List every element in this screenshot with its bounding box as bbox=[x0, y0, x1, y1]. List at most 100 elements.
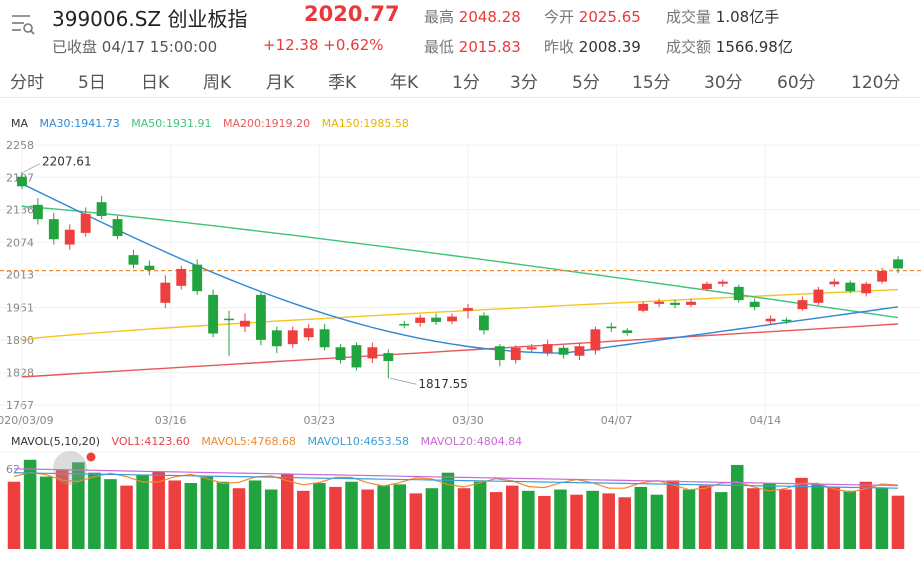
volume-bar bbox=[682, 489, 696, 549]
volume-bar bbox=[361, 489, 374, 549]
candle-body bbox=[447, 316, 457, 322]
candle-body bbox=[431, 317, 442, 322]
volume-bar bbox=[120, 485, 133, 549]
volume-bar bbox=[393, 484, 407, 549]
stat-open-value: 2025.65 bbox=[578, 8, 641, 26]
tab-5min[interactable]: 5分 bbox=[572, 73, 600, 93]
tab-intraday[interactable]: 分时 bbox=[10, 73, 44, 93]
candle-body bbox=[32, 204, 43, 220]
tab-weekly-k[interactable]: 周K bbox=[203, 73, 232, 93]
y-tick-label: 1767 bbox=[6, 399, 34, 412]
annotation-leader bbox=[390, 377, 417, 385]
candle-body bbox=[765, 318, 776, 322]
volume-bar bbox=[345, 481, 358, 549]
volume-bar bbox=[827, 486, 840, 549]
annotation-leader bbox=[23, 163, 41, 173]
stat-open-label: 今开 bbox=[544, 8, 575, 26]
crosshair-dot bbox=[86, 452, 96, 462]
stat-high: 最高 2048.28 bbox=[424, 6, 521, 27]
tab-30min[interactable]: 30分 bbox=[704, 73, 743, 93]
stock-title: 399006.SZ 创业板指 bbox=[52, 7, 248, 31]
candle-body bbox=[415, 317, 426, 323]
x-tick-label: 03/30 bbox=[452, 414, 484, 427]
volume-bar bbox=[313, 483, 326, 549]
stat-amount: 成交额 1566.98亿 bbox=[666, 36, 793, 57]
y-tick-label: 2258 bbox=[6, 139, 34, 152]
tab-yearly-k[interactable]: 年K bbox=[390, 73, 419, 93]
volume-bar bbox=[489, 492, 503, 549]
candle-body bbox=[701, 283, 712, 290]
price-change: +12.38 +0.62% bbox=[263, 36, 384, 54]
stat-open: 今开 2025.65 bbox=[544, 6, 641, 27]
ma30-label: MA30:1941.73 bbox=[39, 117, 120, 130]
tab-5day[interactable]: 5日 bbox=[78, 73, 106, 93]
period-tabs: 分时 5日 日K 周K 月K 季K 年K 1分 3分 5分 15分 30分 60… bbox=[0, 62, 921, 98]
candle-body bbox=[319, 329, 330, 348]
mavol10-label: MAVOL10:4653.58 bbox=[307, 435, 410, 448]
candle-body bbox=[128, 255, 139, 265]
volume-bar bbox=[377, 485, 390, 549]
volume-bar bbox=[795, 477, 808, 549]
volume-bar bbox=[39, 476, 53, 549]
volume-bar bbox=[184, 483, 198, 549]
mavol20-line bbox=[13, 468, 899, 487]
tab-daily-k[interactable]: 日K bbox=[141, 73, 170, 93]
stat-high-value: 2048.28 bbox=[458, 8, 521, 26]
mavol5-label: MAVOL5:4768.68 bbox=[201, 435, 296, 448]
tab-120min[interactable]: 120分 bbox=[851, 73, 901, 93]
ma50-label: MA50:1931.91 bbox=[131, 117, 212, 130]
tab-15min[interactable]: 15分 bbox=[632, 73, 671, 93]
volume-bar bbox=[505, 485, 519, 549]
ma200-line bbox=[21, 323, 899, 378]
candle-body bbox=[48, 219, 59, 240]
candle-body bbox=[829, 281, 840, 285]
volume-bar bbox=[425, 488, 439, 549]
candle-body bbox=[271, 330, 282, 347]
x-tick-label: 03/16 bbox=[155, 414, 187, 427]
stat-low-value: 2015.83 bbox=[458, 38, 521, 56]
volume-bar bbox=[538, 495, 551, 549]
candle-body bbox=[670, 302, 680, 305]
x-tick-label: 04/07 bbox=[601, 414, 633, 427]
mavol-label: MAVOL(5,10,20) bbox=[11, 435, 100, 448]
x-tick-label: 2020/03/09 bbox=[0, 414, 54, 427]
volume-bar bbox=[634, 486, 648, 549]
y-tick-label: 1828 bbox=[6, 367, 34, 380]
candle-body bbox=[590, 329, 601, 351]
candle-body bbox=[558, 347, 569, 355]
stat-amount-label: 成交额 bbox=[666, 38, 712, 56]
candle-body bbox=[335, 347, 346, 360]
candle-body bbox=[224, 318, 234, 321]
candle-body bbox=[797, 300, 808, 310]
tab-3min[interactable]: 3分 bbox=[510, 73, 538, 93]
candle-body bbox=[654, 301, 665, 304]
stat-volume-value: 1.08亿手 bbox=[715, 8, 780, 26]
candle-body bbox=[64, 229, 75, 245]
candle-body bbox=[893, 259, 903, 269]
volume-bar bbox=[136, 475, 149, 549]
candle-body bbox=[606, 326, 617, 329]
menu-search-icon[interactable] bbox=[10, 12, 36, 38]
volume-bar bbox=[730, 464, 744, 549]
candle-body bbox=[717, 281, 728, 284]
current-price: 2020.77 bbox=[304, 2, 400, 26]
candle-body bbox=[208, 294, 219, 334]
candle-body bbox=[367, 347, 378, 359]
candle-body bbox=[240, 320, 250, 327]
volume-bar bbox=[618, 497, 632, 549]
candle-body bbox=[17, 176, 27, 187]
tab-60min[interactable]: 60分 bbox=[777, 73, 816, 93]
tab-1min[interactable]: 1分 bbox=[452, 73, 480, 93]
volume-bar bbox=[7, 481, 21, 549]
volume-bar bbox=[811, 484, 824, 549]
volume-bar bbox=[650, 494, 664, 549]
stat-prev-label: 昨收 bbox=[544, 38, 575, 56]
candle-body bbox=[781, 319, 792, 322]
volume-bar bbox=[859, 481, 873, 549]
tab-quarterly-k[interactable]: 季K bbox=[328, 73, 357, 93]
tab-monthly-k[interactable]: 月K bbox=[266, 73, 295, 93]
candle-body bbox=[192, 264, 203, 292]
volume-bar bbox=[280, 473, 294, 549]
stat-prev-close: 昨收 2008.39 bbox=[544, 36, 641, 57]
